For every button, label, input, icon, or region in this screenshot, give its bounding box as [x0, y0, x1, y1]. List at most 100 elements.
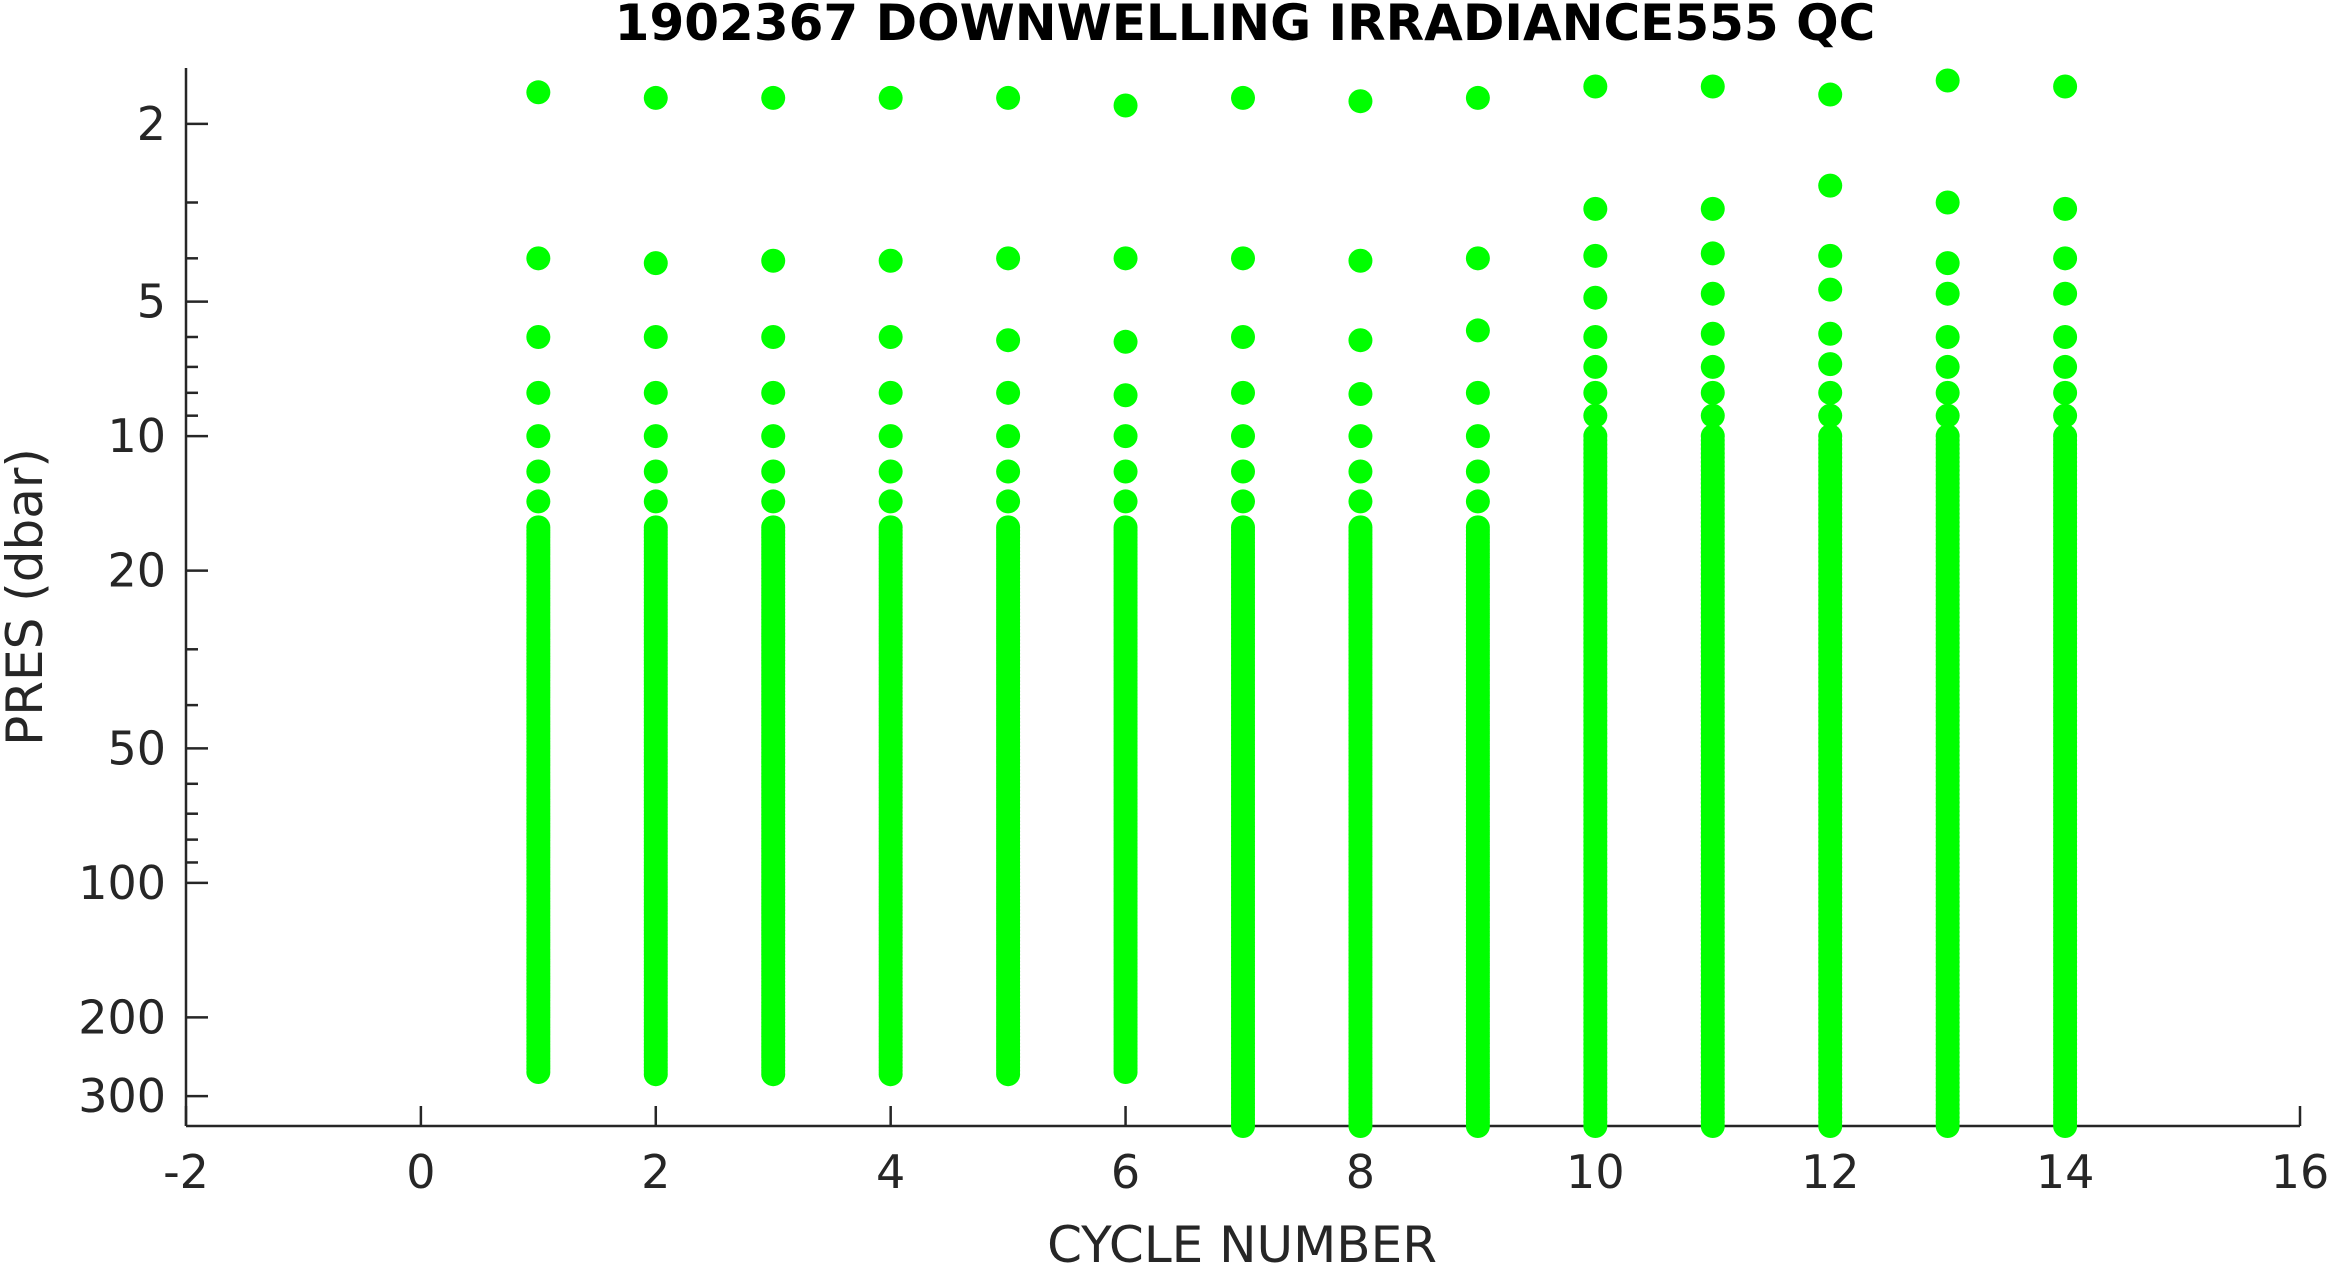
data-point — [761, 489, 786, 514]
data-point — [878, 380, 903, 405]
data-point — [1583, 403, 1608, 428]
data-point — [1465, 459, 1490, 484]
data-point — [1700, 196, 1725, 221]
data-point — [1465, 489, 1490, 514]
data-point — [2053, 403, 2078, 428]
data-point — [2053, 354, 2078, 379]
data-point — [878, 248, 903, 273]
data-point — [878, 489, 903, 514]
data-point — [1465, 246, 1490, 271]
data-point — [1583, 1114, 1608, 1138]
data-point — [1935, 354, 1960, 379]
data-point — [1700, 380, 1725, 405]
data-point — [996, 380, 1021, 405]
data-point — [2053, 74, 2078, 99]
data-point — [2053, 380, 2078, 405]
data-point — [1348, 89, 1373, 114]
data-point — [643, 85, 668, 110]
x-tick-label: 4 — [876, 1145, 905, 1199]
y-tick-label: 200 — [78, 990, 166, 1044]
data-point — [1348, 328, 1373, 353]
x-tick-label: 8 — [1346, 1145, 1375, 1199]
data-point — [1465, 318, 1490, 343]
data-point — [1818, 1114, 1843, 1138]
x-tick-label: 12 — [1801, 1145, 1860, 1199]
data-point — [1348, 424, 1373, 449]
chart-title: 1902367 DOWNWELLING IRRADIANCE555 QC — [615, 0, 1876, 52]
y-tick-label: 10 — [107, 409, 166, 463]
data-point — [1700, 281, 1725, 306]
data-point — [761, 324, 786, 349]
data-point — [996, 1062, 1021, 1087]
data-point — [643, 380, 668, 405]
data-point — [1231, 380, 1255, 405]
x-tick-label: 0 — [406, 1145, 435, 1199]
data-point — [1113, 93, 1138, 118]
data-point — [2053, 1114, 2078, 1138]
data-point — [1231, 85, 1255, 110]
data-point — [878, 459, 903, 484]
data-point — [1818, 243, 1843, 268]
data-point — [1818, 321, 1843, 346]
data-point — [643, 489, 668, 514]
data-point — [1583, 196, 1608, 221]
x-axis-label: CYCLE NUMBER — [1047, 1216, 1437, 1269]
data-point — [1583, 285, 1608, 310]
data-point — [643, 459, 668, 484]
data-point — [526, 80, 551, 105]
data-point — [1700, 74, 1725, 99]
data-point — [2053, 281, 2078, 306]
data-point — [761, 1062, 786, 1087]
data-point — [1583, 380, 1608, 405]
data-point — [1231, 459, 1255, 484]
data-point — [996, 424, 1021, 449]
data-point — [761, 459, 786, 484]
y-tick-label: 50 — [107, 721, 166, 775]
data-point — [878, 85, 903, 110]
data-point — [996, 246, 1021, 271]
x-tick-label: 10 — [1566, 1145, 1625, 1199]
data-point — [526, 459, 551, 484]
data-point — [526, 489, 551, 514]
data-point — [1113, 489, 1138, 514]
data-points — [526, 68, 2078, 1138]
data-point — [878, 1062, 903, 1087]
data-point — [761, 85, 786, 110]
data-point — [1935, 380, 1960, 405]
data-point — [1700, 241, 1725, 266]
data-point — [1113, 383, 1138, 408]
data-point — [1583, 74, 1608, 99]
data-point — [1465, 1114, 1490, 1138]
data-point — [1818, 277, 1843, 302]
y-tick-label: 5 — [137, 275, 166, 329]
data-point — [1231, 246, 1255, 271]
data-point — [2053, 196, 2078, 221]
data-point — [1113, 329, 1138, 354]
data-point — [1700, 403, 1725, 428]
data-point — [1935, 190, 1960, 215]
data-point — [643, 251, 668, 276]
x-tick-label: 16 — [2271, 1145, 2327, 1199]
data-point — [1700, 1114, 1725, 1138]
x-tick-label: 6 — [1111, 1145, 1140, 1199]
data-point — [761, 248, 786, 273]
y-tick-label: 300 — [78, 1069, 166, 1123]
data-point — [1231, 324, 1255, 349]
data-point — [996, 459, 1021, 484]
data-point — [1818, 403, 1843, 428]
y-tick-label: 20 — [107, 544, 166, 598]
data-point — [761, 424, 786, 449]
data-point — [1231, 424, 1255, 449]
data-point — [526, 380, 551, 405]
data-point — [1935, 324, 1960, 349]
y-ticks: 2 5 10 20 50 100 200 300 — [78, 97, 208, 1123]
data-point — [878, 324, 903, 349]
data-point — [2053, 246, 2078, 271]
x-tick-label: -2 — [163, 1145, 209, 1199]
x-tick-label: 2 — [641, 1145, 670, 1199]
data-point — [1113, 459, 1138, 484]
data-point — [643, 1062, 668, 1087]
data-point — [1465, 380, 1490, 405]
data-point — [1818, 82, 1843, 107]
